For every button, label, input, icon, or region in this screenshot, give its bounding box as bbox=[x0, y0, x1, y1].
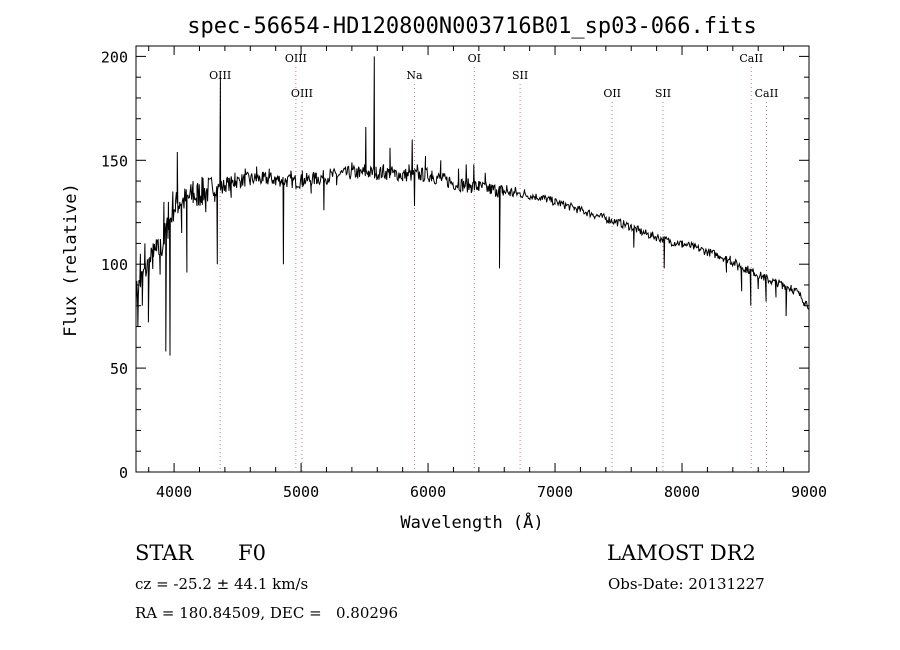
line-marker-label: SII bbox=[512, 69, 528, 82]
line-marker-label: OI bbox=[468, 52, 481, 65]
x-tick-label: 9000 bbox=[791, 483, 827, 501]
line-marker-label: CaII bbox=[739, 52, 763, 65]
line-marker-label: CaII bbox=[755, 87, 779, 100]
x-axis-label: Wavelength (Å) bbox=[400, 511, 543, 533]
coordinates-line: RA = 180.84509, DEC = 0.80296 bbox=[135, 604, 399, 622]
line-marker-label: OIII bbox=[285, 52, 307, 65]
x-tick-label: 6000 bbox=[410, 483, 446, 501]
y-tick-label: 150 bbox=[101, 152, 128, 170]
y-tick-label: 200 bbox=[101, 48, 128, 66]
line-marker-label: SII bbox=[655, 87, 671, 100]
x-tick-label: 8000 bbox=[664, 483, 700, 501]
line-marker-label: Na bbox=[406, 69, 423, 82]
survey-name: LAMOST DR2 bbox=[607, 541, 756, 565]
chart-title: spec-56654-HD120800N003716B01_sp03-066.f… bbox=[187, 14, 757, 39]
y-tick-label: 50 bbox=[110, 360, 128, 378]
spectrum-series bbox=[135, 56, 810, 472]
subclass: F0 bbox=[238, 541, 266, 565]
x-tick-label: 7000 bbox=[537, 483, 573, 501]
y-axis-label: Flux (relative) bbox=[61, 183, 81, 337]
spectrum-line bbox=[135, 56, 810, 472]
line-marker-label: OIII bbox=[209, 69, 231, 82]
plot-axes: 4000 5000 6000 7000 8000 9000 0 50 100 150 200 bbox=[101, 45, 827, 501]
x-tick-label: 5000 bbox=[283, 483, 319, 501]
line-marker-label: OIII bbox=[291, 87, 313, 100]
obs-date: Obs-Date: 20131227 bbox=[608, 575, 765, 593]
emission-line-markers: OIII OIII OIII Na OI SII OII SII CaII CaII bbox=[209, 52, 778, 472]
x-tick-label: 4000 bbox=[156, 483, 192, 501]
object-type: STAR bbox=[135, 541, 194, 565]
y-tick-label: 100 bbox=[101, 256, 128, 274]
redshift-line: cz = -25.2 ± 44.1 km/s bbox=[135, 575, 309, 593]
y-tick-label: 0 bbox=[119, 464, 128, 482]
plot-frame bbox=[135, 45, 810, 473]
line-marker-label: OII bbox=[603, 87, 621, 100]
